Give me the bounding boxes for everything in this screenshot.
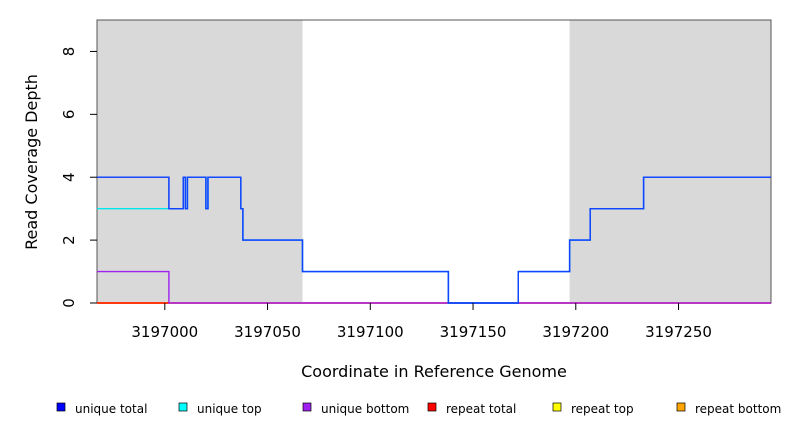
x-tick-label: 3197250 — [645, 323, 712, 341]
x-tick-label: 3197200 — [542, 323, 609, 341]
y-tick-label: 2 — [60, 235, 78, 245]
series-lines — [97, 176, 771, 304]
legend-label: repeat bottom — [695, 402, 781, 416]
shaded-region-1 — [569, 20, 771, 303]
legend-item-repeat-bottom: repeat bottom — [676, 402, 781, 416]
legend-swatch — [302, 402, 312, 412]
x-tick-label: 3197100 — [337, 323, 404, 341]
shaded-region-0 — [97, 20, 303, 303]
y-tick-label: 4 — [60, 172, 78, 182]
legend-label: repeat top — [571, 402, 634, 416]
x-tick-label: 3197050 — [234, 323, 301, 341]
x-axis: 3197000 3197050 3197100 3197150 3197200 31972… — [131, 303, 712, 341]
legend-swatch — [427, 402, 437, 412]
y-tick-label: 0 — [60, 298, 78, 308]
legend-item-unique-top: unique top — [178, 402, 262, 416]
series-line-overlay — [97, 176, 771, 304]
legend-item-unique-total: unique total — [56, 402, 147, 416]
legend-swatch — [56, 402, 66, 412]
x-axis-label: Coordinate in Reference Genome — [301, 362, 567, 381]
y-tick-label: 8 — [60, 47, 78, 57]
x-tick-label: 3197000 — [131, 323, 198, 341]
legend-label: unique total — [75, 402, 147, 416]
legend-swatch — [178, 402, 188, 412]
legend-label: unique top — [197, 402, 262, 416]
y-tick-label: 6 — [60, 110, 78, 120]
legend-item-unique-bottom: unique bottom — [302, 402, 409, 416]
legend: unique total unique top unique bottom repea… — [56, 402, 781, 416]
shaded-regions — [97, 20, 771, 303]
y-axis: 0 2 4 6 8 — [60, 47, 97, 308]
legend-label: repeat total — [446, 402, 516, 416]
legend-swatch — [552, 402, 562, 412]
y-axis-label: Read Coverage Depth — [22, 74, 41, 250]
legend-label: unique bottom — [321, 402, 409, 416]
legend-item-repeat-total: repeat total — [427, 402, 516, 416]
legend-item-repeat-top: repeat top — [552, 402, 634, 416]
x-tick-label: 3197150 — [440, 323, 507, 341]
legend-swatch — [676, 402, 686, 412]
